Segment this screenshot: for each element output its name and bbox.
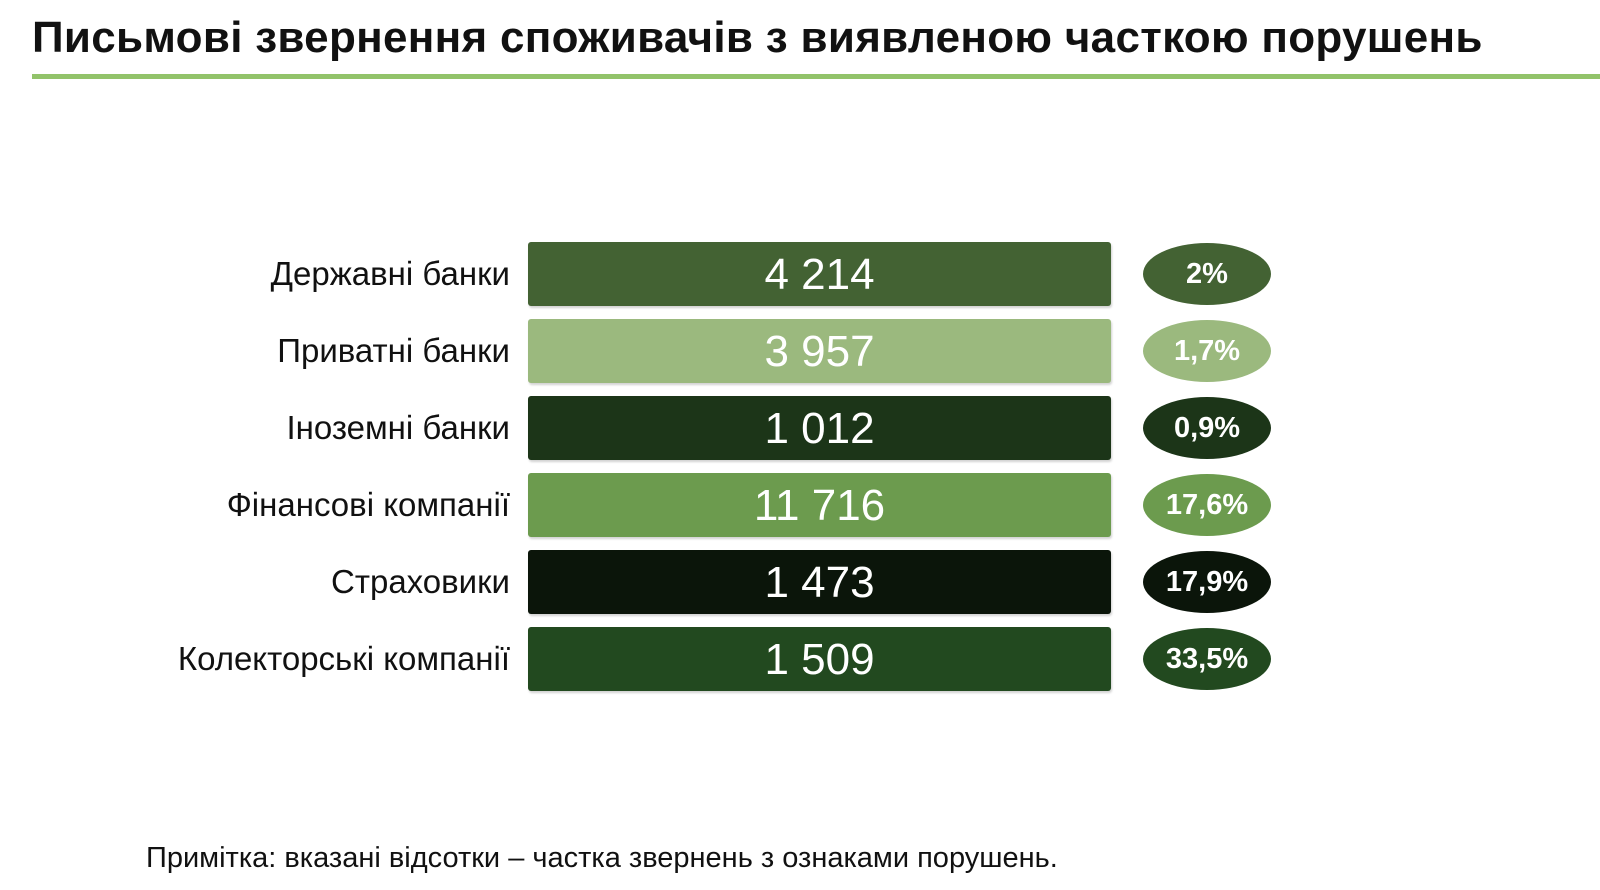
category-label: Іноземні банки xyxy=(286,409,511,446)
complaints-count-label: 1 473 xyxy=(764,558,875,607)
complaints-count-label: 3 957 xyxy=(764,327,875,376)
violation-share-badge: 2% xyxy=(1143,243,1271,305)
footnote: Примітка: вказані відсотки – частка звер… xyxy=(146,842,1058,874)
violation-share-label: 33,5% xyxy=(1165,643,1249,675)
violation-share-badge: 33,5% xyxy=(1143,628,1271,690)
violation-share-label: 17,6% xyxy=(1165,489,1249,521)
chart-row: Іноземні банки 1 012 0,9% xyxy=(0,396,1600,460)
violation-share-badge: 17,6% xyxy=(1143,474,1271,536)
complaints-bar: 3 957 xyxy=(528,319,1111,383)
violation-share-label: 17,9% xyxy=(1165,566,1249,598)
complaints-bar: 11 716 xyxy=(528,473,1111,537)
violation-share-label: 1,7% xyxy=(1173,335,1241,367)
chart-row: Страховики 1 473 17,9% xyxy=(0,550,1600,614)
category-label: Фінансові компанії xyxy=(226,486,510,523)
chart-row: Колекторські компанії 1 509 33,5% xyxy=(0,627,1600,691)
category-label: Приватні банки xyxy=(277,332,510,369)
complaints-count-label: 11 716 xyxy=(753,481,886,530)
chart-row: Приватні банки 3 957 1,7% xyxy=(0,319,1600,383)
complaints-count-label: 1 012 xyxy=(764,404,875,453)
complaints-bar: 1 509 xyxy=(528,627,1111,691)
complaints-bar: 1 012 xyxy=(528,396,1111,460)
chart-row: Державні банки 4 214 2% xyxy=(0,242,1600,306)
category-label: Державні банки xyxy=(270,255,510,292)
violation-share-label: 0,9% xyxy=(1173,412,1241,444)
violation-share-badge: 17,9% xyxy=(1143,551,1271,613)
complaints-bar: 4 214 xyxy=(528,242,1111,306)
violation-share-label: 2% xyxy=(1186,258,1228,290)
violation-share-badge: 1,7% xyxy=(1143,320,1271,382)
complaints-bar: 1 473 xyxy=(528,550,1111,614)
slide-title: Письмові звернення споживачів з виявлено… xyxy=(32,13,1483,62)
complaints-count-label: 4 214 xyxy=(764,250,875,299)
violation-share-badge: 0,9% xyxy=(1143,397,1271,459)
complaints-count-label: 1 509 xyxy=(764,635,875,684)
title-underline xyxy=(32,74,1600,79)
chart-row: Фінансові компанії 11 716 17,6% xyxy=(0,473,1600,537)
category-label: Страховики xyxy=(331,563,510,600)
category-label: Колекторські компанії xyxy=(177,640,510,677)
